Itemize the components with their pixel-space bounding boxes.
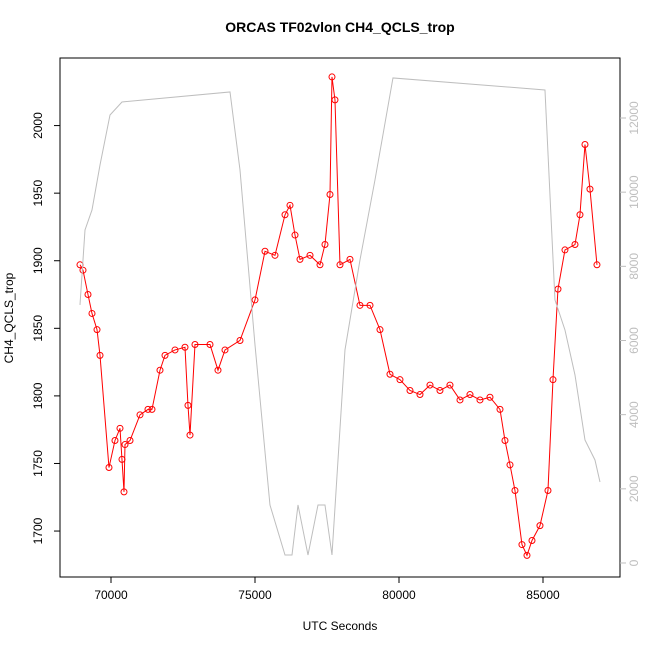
x-axis-label: UTC Seconds	[303, 619, 378, 633]
y2-tick-label: 8000	[627, 253, 641, 280]
data-point	[316, 261, 324, 269]
data-point	[306, 251, 314, 259]
data-point	[466, 391, 474, 399]
data-point	[251, 296, 259, 304]
data-point	[331, 96, 339, 104]
y-tick-label: 1900	[31, 247, 45, 274]
data-point	[214, 366, 222, 374]
data-point	[236, 336, 244, 344]
data-point	[281, 211, 289, 219]
y2-tick-label: 6000	[627, 327, 641, 354]
x-tick-label: 70000	[94, 588, 128, 602]
data-point	[356, 301, 364, 309]
data-point	[186, 431, 194, 439]
data-point	[321, 241, 329, 249]
data-point	[88, 309, 96, 317]
data-point	[456, 396, 464, 404]
chart-title: ORCAS TF02vlon CH4_QCLS_trop	[225, 19, 454, 35]
data-point	[161, 351, 169, 359]
data-point	[120, 488, 128, 496]
y2-tick-label: 0	[627, 559, 641, 566]
data-point	[271, 251, 279, 259]
data-point	[386, 370, 394, 378]
data-point	[156, 366, 164, 374]
y-tick-label: 1850	[31, 315, 45, 342]
y-axis-label: CH4_QCLS_trop	[2, 272, 16, 363]
data-point	[286, 201, 294, 209]
data-point	[426, 381, 434, 389]
data-point	[96, 351, 104, 359]
data-point	[84, 291, 92, 299]
data-point	[501, 436, 509, 444]
data-point	[121, 441, 129, 449]
data-point	[93, 326, 101, 334]
data-point	[291, 231, 299, 239]
x-tick-label: 80000	[382, 588, 416, 602]
data-point	[576, 211, 584, 219]
data-point	[126, 436, 134, 444]
data-point	[328, 73, 336, 81]
series-line	[79, 77, 601, 556]
y-tick-label: 1800	[31, 382, 45, 409]
data-point	[296, 255, 304, 263]
data-point	[326, 191, 334, 199]
data-point	[336, 261, 344, 269]
data-point	[571, 241, 579, 249]
data-point	[416, 391, 424, 399]
data-point	[111, 436, 119, 444]
y2-tick-label: 4000	[627, 401, 641, 428]
data-point	[581, 141, 589, 148]
data-point	[511, 487, 519, 494]
data-point	[496, 405, 504, 413]
data-point	[191, 341, 199, 349]
data-point	[181, 343, 189, 351]
data-point	[136, 411, 144, 419]
data-point	[184, 401, 192, 409]
y-tick-label: 2000	[31, 112, 45, 139]
y-tick-label: 1950	[31, 179, 45, 206]
data-point	[148, 405, 156, 413]
x-tick-label: 75000	[238, 588, 272, 602]
data-point	[476, 396, 484, 404]
y-tick-label: 1700	[31, 517, 45, 544]
y2-tick-label: 2000	[627, 475, 641, 502]
plot-frame	[59, 57, 621, 578]
data-point	[528, 537, 536, 545]
series-line	[79, 76, 598, 557]
data-point	[593, 261, 601, 269]
data-point	[221, 346, 229, 354]
data-point	[561, 246, 569, 254]
data-point	[549, 376, 557, 384]
y2-tick-label: 10000	[627, 175, 641, 209]
data-point	[261, 247, 269, 255]
data-point	[144, 405, 152, 413]
y2-tick-label: 12000	[627, 101, 641, 135]
data-point	[171, 346, 179, 354]
x-tick-label: 85000	[526, 588, 560, 602]
data-point	[544, 487, 552, 494]
data-point	[436, 386, 444, 394]
data-point	[206, 341, 214, 349]
data-point	[586, 185, 594, 193]
data-point	[396, 376, 404, 384]
data-point	[486, 393, 494, 401]
data-point	[536, 522, 544, 530]
data-point	[446, 381, 454, 389]
data-point	[506, 461, 514, 469]
data-point	[406, 386, 414, 394]
data-point	[346, 255, 354, 263]
data-point	[105, 464, 113, 472]
data-point	[116, 424, 124, 432]
y-tick-label: 1750	[31, 450, 45, 477]
data-point	[523, 551, 531, 559]
data-point	[554, 285, 562, 293]
data-point	[376, 326, 384, 334]
data-point	[118, 455, 126, 463]
data-point	[518, 541, 526, 549]
data-point	[366, 301, 374, 309]
